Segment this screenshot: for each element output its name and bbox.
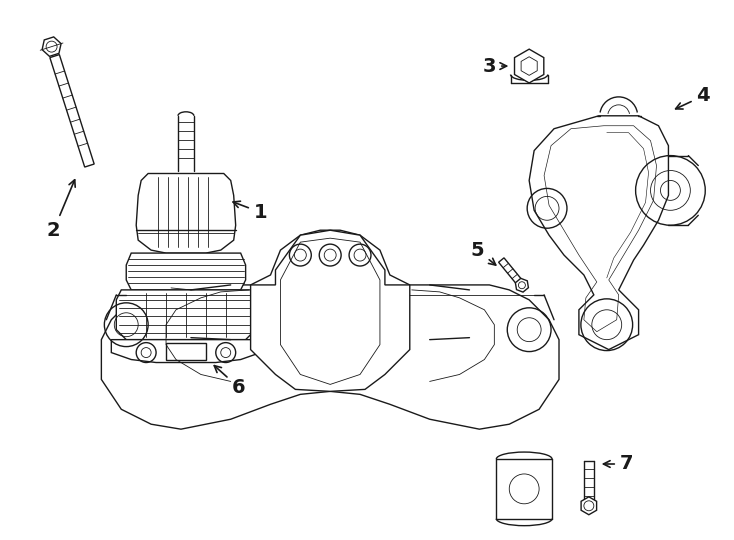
Polygon shape [529,116,669,349]
Polygon shape [515,278,528,292]
Polygon shape [137,173,236,253]
Polygon shape [101,230,559,429]
Polygon shape [112,340,261,362]
Polygon shape [116,290,255,340]
Polygon shape [581,497,597,515]
Polygon shape [250,230,410,392]
Polygon shape [515,49,544,83]
Text: 6: 6 [214,366,245,397]
Text: 3: 3 [483,57,506,76]
Text: 4: 4 [675,86,710,109]
Text: 5: 5 [470,241,495,265]
Text: 7: 7 [603,455,633,474]
Text: 2: 2 [47,180,75,240]
Polygon shape [126,253,246,290]
Text: 1: 1 [233,201,267,222]
